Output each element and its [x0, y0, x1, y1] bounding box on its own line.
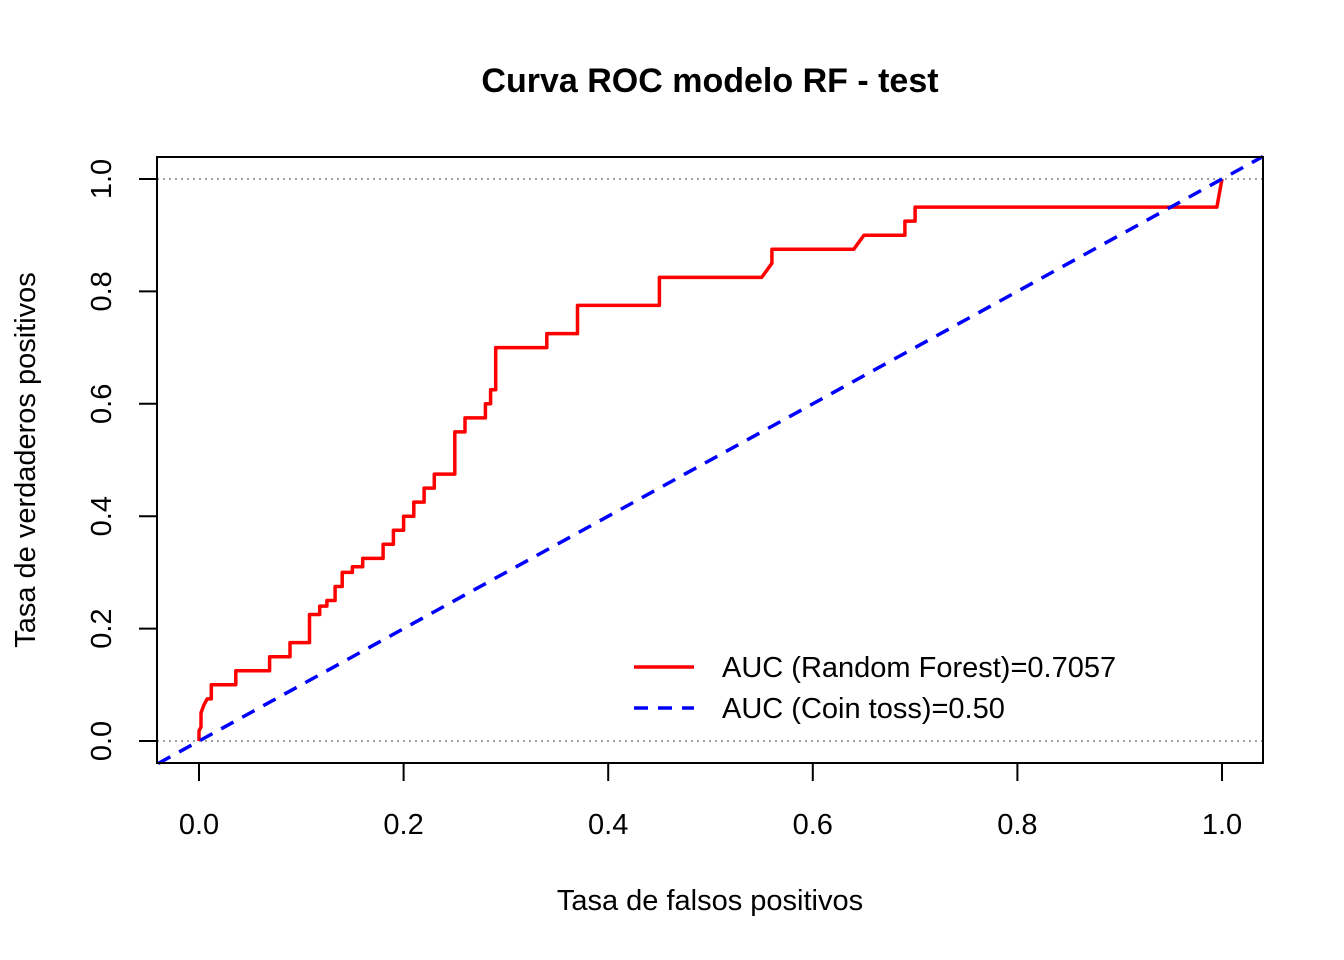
x-axis: 0.0 0.2 0.4 0.6 0.8 1.0 — [179, 762, 1242, 841]
x-tick-label: 0.4 — [588, 809, 628, 841]
y-tick-label: 0.4 — [86, 496, 118, 536]
legend-label-coin-toss: AUC (Coin toss)=0.50 — [722, 693, 1005, 725]
y-tick-label: 1.0 — [86, 159, 118, 199]
y-axis: 0.0 0.2 0.4 0.6 0.8 1.0 — [86, 159, 158, 761]
y-tick-label: 0.0 — [86, 721, 118, 761]
legend: AUC (Random Forest)=0.7057 AUC (Coin toss… — [634, 652, 1116, 725]
coin-toss-line — [157, 154, 1264, 766]
roc-curve-line — [197, 178, 1224, 741]
x-tick-label: 0.8 — [997, 809, 1037, 841]
x-tick-label: 0.0 — [179, 809, 219, 841]
y-axis-label: Tasa de verdaderos positivos — [10, 272, 42, 648]
legend-label-random-forest: AUC (Random Forest)=0.7057 — [722, 652, 1116, 684]
series-layer — [157, 154, 1264, 766]
x-tick-label: 1.0 — [1202, 809, 1242, 841]
reference-lines — [157, 178, 1263, 742]
y-tick-label: 0.6 — [86, 384, 118, 424]
x-tick-label: 0.2 — [383, 809, 423, 841]
y-tick-label: 0.2 — [86, 608, 118, 648]
y-tick-label: 0.8 — [86, 271, 118, 311]
x-tick-label: 0.6 — [793, 809, 833, 841]
x-axis-label: Tasa de falsos positivos — [557, 885, 863, 917]
chart-title: Curva ROC modelo RF - test — [481, 62, 938, 100]
